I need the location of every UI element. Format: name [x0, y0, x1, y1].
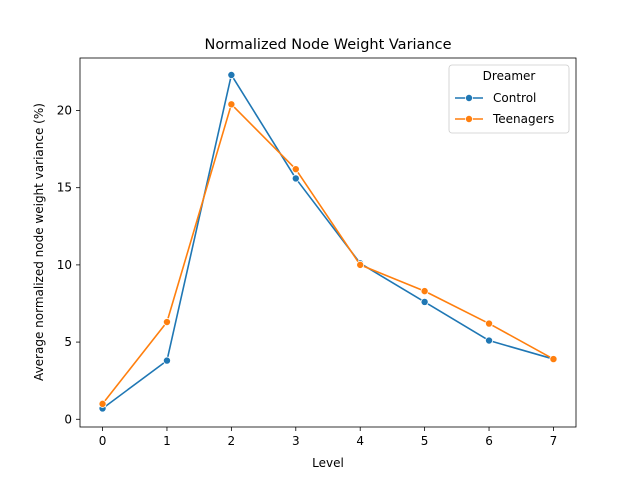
x-tick-label: 3 — [292, 434, 300, 448]
x-tick-label: 7 — [550, 434, 558, 448]
plot-frame — [79, 57, 577, 428]
x-tick-label: 6 — [485, 434, 493, 448]
legend: Dreamer Control Teenagers — [448, 64, 570, 134]
y-axis-label: Average normalized node weight variance … — [32, 103, 46, 381]
data-point-teenagers — [291, 165, 300, 174]
x-axis-label: Level — [312, 456, 344, 470]
data-point-control — [485, 336, 494, 345]
series-line-control — [102, 74, 554, 410]
y-axis: 0 5 10 15 20 — [57, 103, 80, 426]
series-teenagers — [98, 100, 558, 408]
data-point-teenagers — [356, 260, 365, 269]
legend-swatch-marker — [464, 115, 473, 124]
data-point-teenagers — [420, 287, 429, 296]
legend-swatch-marker — [464, 94, 473, 103]
data-point-control — [420, 297, 429, 306]
data-point-control — [162, 356, 171, 365]
y-tick-label: 15 — [57, 181, 72, 195]
legend-box — [448, 64, 570, 134]
legend-title: Dreamer — [483, 69, 536, 83]
series-line-teenagers — [101, 103, 554, 405]
data-point-control — [291, 174, 300, 183]
legend-entry-teenagers: Teenagers — [455, 112, 554, 126]
data-point-teenagers — [227, 100, 236, 109]
legend-label: Teenagers — [492, 112, 554, 126]
x-tick-label: 2 — [228, 434, 236, 448]
x-tick-label: 5 — [421, 434, 429, 448]
x-tick-label: 4 — [356, 434, 364, 448]
data-point-teenagers — [162, 318, 171, 327]
x-tick-label: 1 — [163, 434, 171, 448]
data-point-teenagers — [549, 355, 558, 364]
x-tick-label: 0 — [99, 434, 107, 448]
chart-title: Normalized Node Weight Variance — [204, 37, 451, 53]
y-tick-label: 5 — [64, 335, 72, 349]
data-point-teenagers — [98, 399, 107, 408]
data-point-control — [227, 70, 236, 79]
y-tick-label: 20 — [57, 103, 72, 117]
legend-label: Control — [493, 91, 536, 105]
y-tick-label: 10 — [57, 258, 72, 272]
legend-entries: Control Teenagers — [455, 91, 554, 126]
series-layer — [98, 70, 558, 413]
x-axis: 0 1 2 3 4 5 6 7 — [99, 427, 558, 448]
y-tick-label: 0 — [64, 412, 72, 426]
data-point-teenagers — [485, 319, 494, 328]
legend-entry-control: Control — [455, 91, 536, 105]
